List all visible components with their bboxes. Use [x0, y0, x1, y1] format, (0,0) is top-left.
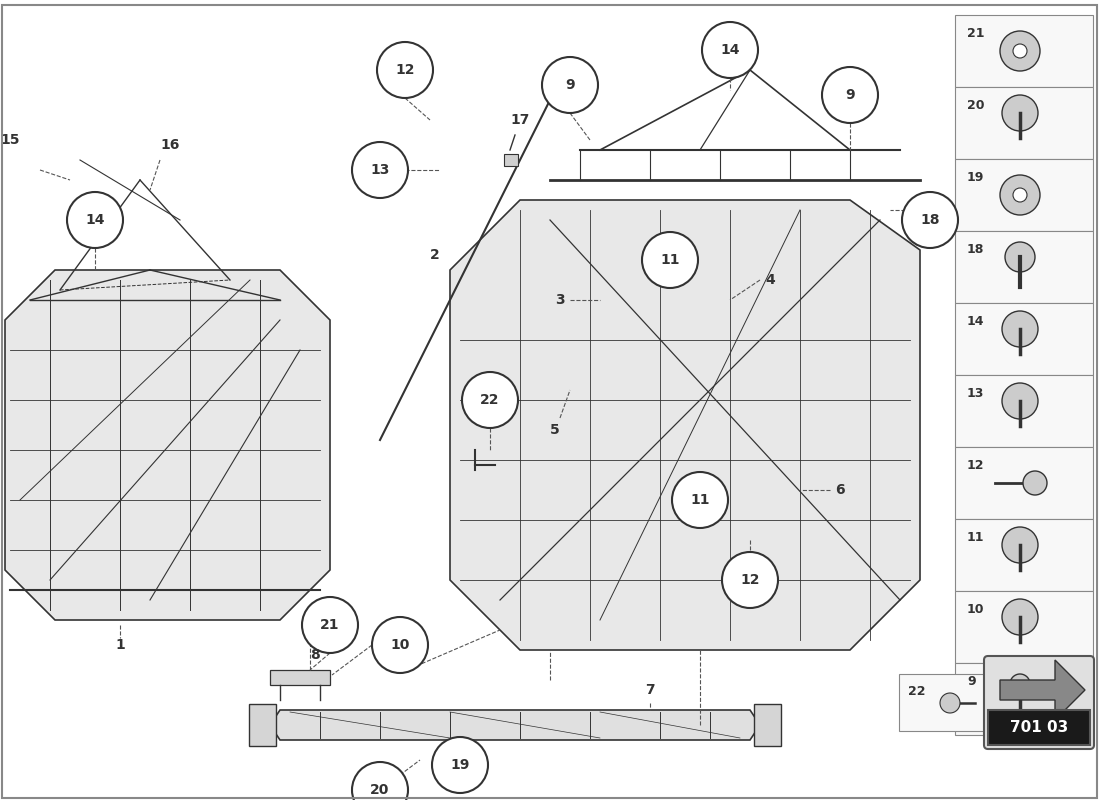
- Circle shape: [822, 67, 878, 123]
- Circle shape: [1013, 188, 1027, 202]
- Text: 2: 2: [430, 248, 440, 262]
- Text: 18: 18: [921, 213, 939, 227]
- FancyBboxPatch shape: [899, 674, 986, 731]
- Text: 5: 5: [550, 423, 560, 437]
- Circle shape: [1002, 95, 1038, 131]
- Text: 12: 12: [740, 573, 760, 587]
- Circle shape: [672, 472, 728, 528]
- Circle shape: [432, 737, 488, 793]
- Text: 18: 18: [967, 243, 984, 256]
- Polygon shape: [6, 270, 330, 620]
- Text: 19: 19: [967, 171, 984, 184]
- Circle shape: [1002, 599, 1038, 635]
- Circle shape: [372, 617, 428, 673]
- Circle shape: [352, 142, 408, 198]
- Circle shape: [1002, 311, 1038, 347]
- Circle shape: [1023, 471, 1047, 495]
- Text: 3: 3: [556, 293, 564, 307]
- Text: 19: 19: [450, 758, 470, 772]
- Text: 701 03: 701 03: [1010, 720, 1068, 735]
- FancyBboxPatch shape: [955, 519, 1093, 591]
- Text: 9: 9: [967, 675, 976, 688]
- Text: 7: 7: [646, 683, 654, 697]
- Circle shape: [67, 192, 123, 248]
- Text: 13: 13: [371, 163, 389, 177]
- Text: 20: 20: [371, 783, 389, 797]
- Text: 10: 10: [967, 603, 984, 616]
- FancyBboxPatch shape: [955, 231, 1093, 303]
- FancyBboxPatch shape: [955, 87, 1093, 159]
- Text: 11: 11: [691, 493, 710, 507]
- Circle shape: [702, 22, 758, 78]
- Text: 14: 14: [967, 315, 984, 328]
- FancyBboxPatch shape: [955, 15, 1093, 87]
- Text: 17: 17: [510, 113, 530, 127]
- Text: 22: 22: [908, 685, 925, 698]
- FancyBboxPatch shape: [754, 704, 781, 746]
- FancyBboxPatch shape: [955, 663, 1093, 735]
- Text: 20: 20: [967, 99, 984, 112]
- Text: 21: 21: [967, 27, 984, 40]
- Circle shape: [1000, 31, 1040, 71]
- Circle shape: [1013, 44, 1027, 58]
- Circle shape: [352, 762, 408, 800]
- Polygon shape: [270, 670, 330, 685]
- Text: 15: 15: [0, 133, 20, 147]
- Text: 12: 12: [967, 459, 984, 472]
- Text: 10: 10: [390, 638, 409, 652]
- Polygon shape: [450, 200, 920, 650]
- Circle shape: [302, 597, 358, 653]
- Circle shape: [642, 232, 698, 288]
- Text: 9: 9: [845, 88, 855, 102]
- FancyBboxPatch shape: [955, 375, 1093, 447]
- FancyBboxPatch shape: [984, 656, 1094, 749]
- Circle shape: [902, 192, 958, 248]
- Circle shape: [542, 57, 598, 113]
- Circle shape: [1005, 242, 1035, 272]
- FancyBboxPatch shape: [955, 303, 1093, 375]
- Text: 22: 22: [481, 393, 499, 407]
- Text: 4: 4: [766, 273, 774, 287]
- Text: 6: 6: [835, 483, 845, 497]
- FancyBboxPatch shape: [955, 159, 1093, 231]
- Text: 1: 1: [116, 638, 125, 652]
- Text: 13: 13: [967, 387, 984, 400]
- Circle shape: [377, 42, 433, 98]
- Circle shape: [940, 693, 960, 713]
- Text: 14: 14: [86, 213, 104, 227]
- Polygon shape: [1000, 660, 1085, 720]
- Text: 8: 8: [310, 648, 320, 662]
- Circle shape: [1000, 175, 1040, 215]
- FancyBboxPatch shape: [988, 710, 1090, 745]
- Text: 11: 11: [660, 253, 680, 267]
- Text: 14: 14: [720, 43, 739, 57]
- Text: 9: 9: [565, 78, 575, 92]
- Text: 16: 16: [161, 138, 179, 152]
- FancyBboxPatch shape: [504, 154, 518, 166]
- Circle shape: [462, 372, 518, 428]
- Polygon shape: [270, 710, 760, 740]
- Circle shape: [1002, 383, 1038, 419]
- FancyBboxPatch shape: [955, 447, 1093, 519]
- Circle shape: [1002, 527, 1038, 563]
- Text: 12: 12: [395, 63, 415, 77]
- FancyBboxPatch shape: [955, 591, 1093, 663]
- Circle shape: [722, 552, 778, 608]
- Circle shape: [1010, 674, 1030, 694]
- FancyBboxPatch shape: [249, 704, 276, 746]
- Text: 11: 11: [967, 531, 984, 544]
- Text: 21: 21: [320, 618, 340, 632]
